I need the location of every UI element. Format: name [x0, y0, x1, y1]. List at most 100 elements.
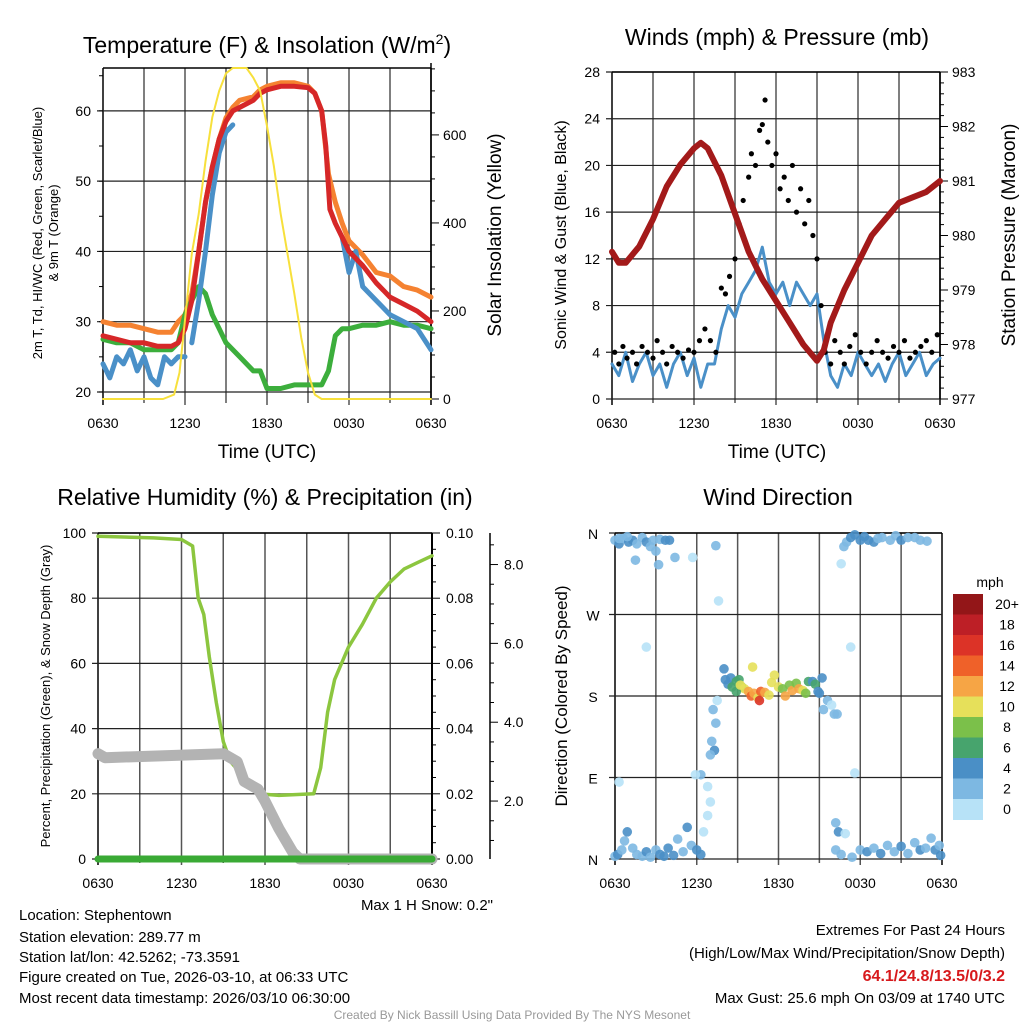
wind-direction-point	[622, 531, 633, 542]
wind-direction-point	[935, 850, 946, 861]
gust-point	[696, 338, 703, 344]
wind-direction-point	[889, 846, 900, 857]
gust-point	[748, 151, 755, 157]
legend-swatch-2	[953, 778, 983, 800]
wind-direction-point	[668, 850, 679, 861]
wind-direction-point	[818, 704, 829, 715]
wind-direction-point	[926, 833, 936, 843]
wind-x-label: Time (UTC)	[728, 442, 827, 463]
gust-point	[746, 174, 752, 180]
x-tick-label: 0030	[845, 875, 876, 891]
rh-chart-title: Relative Humidity (%) & Precipitation (i…	[57, 484, 472, 510]
gust-point	[765, 139, 771, 145]
chart-marks: 0630 1230 1830 0030 063020304050600200400600…	[63, 63, 1019, 891]
wind-direction-point	[836, 849, 846, 860]
gust-point	[789, 162, 796, 169]
elevation-text: Station elevation: 289.77 m	[19, 929, 201, 946]
wind-direction-point	[934, 840, 945, 851]
gust-point	[890, 343, 897, 350]
precip-tick-label: 0.04	[446, 721, 473, 737]
extremes-values: 64.1/24.8/13.5/0/3.2	[863, 968, 1005, 985]
wind-direction-point	[903, 848, 913, 859]
gust-point	[675, 349, 681, 355]
gust-point	[752, 162, 759, 169]
legend-label: 4	[1003, 760, 1011, 776]
legend-title: mph	[976, 574, 1003, 590]
x-tick-label: 1830	[760, 415, 791, 431]
latlon-text: Station lat/lon: 42.5262; -73.3591	[19, 949, 240, 966]
y2-tick-label: 400	[443, 215, 467, 231]
series-solar-insolation-line	[102, 67, 432, 400]
legend-label: 12	[999, 678, 1015, 694]
gust-point	[680, 355, 686, 361]
x-tick-label: 1230	[169, 415, 200, 431]
wind-direction-point	[619, 836, 630, 846]
gust-point	[818, 302, 824, 309]
y-tick-label: 0	[78, 851, 86, 867]
legend-swatch-10	[953, 696, 983, 718]
wind-direction-point	[845, 642, 856, 652]
x-tick-label: 0630	[599, 875, 630, 891]
gust-point	[659, 349, 666, 355]
wind-direction-point	[814, 688, 825, 699]
max-gust-text: Max Gust: 25.6 mph On 03/09 at 1740 UTC	[715, 990, 1005, 1007]
wind-direction-point	[614, 533, 624, 544]
wind-direction-point	[839, 541, 849, 552]
gust-point	[726, 273, 733, 279]
y2-tick-label: 977	[952, 391, 976, 407]
gust-point	[880, 349, 886, 355]
wind-direction-point	[698, 827, 709, 837]
wind-direction-point	[817, 673, 827, 683]
y-tick-label: 40	[75, 243, 91, 259]
temp-y2-label: Solar Insolation (Yellow)	[485, 133, 506, 336]
precip-tick-label: 0.00	[446, 851, 473, 867]
wind-direction-point	[909, 837, 920, 848]
x-tick-label: 0630	[415, 415, 446, 431]
y-tick-label: 30	[75, 314, 91, 330]
wind-direction-point	[719, 664, 729, 674]
gust-point	[644, 349, 651, 355]
gust-point	[664, 361, 670, 367]
gust-point	[923, 338, 929, 344]
gust-point	[874, 338, 880, 344]
x-tick-label: 1230	[678, 415, 709, 431]
wind-chart-title: Winds (mph) & Pressure (mb)	[625, 24, 929, 50]
wind-direction-point	[769, 670, 780, 680]
x-tick-label: 1830	[763, 875, 794, 891]
legend-swatch-12	[953, 676, 983, 697]
wind-direction-point	[780, 691, 791, 701]
y2-tick-label: 600	[443, 127, 467, 143]
wind-direction-point	[678, 846, 688, 857]
x-tick-label: 0630	[416, 875, 447, 891]
wind-direction-point	[869, 843, 879, 853]
recent-text: Most recent data timestamp: 2026/03/10 0…	[19, 990, 350, 1007]
y-tick-label: 24	[584, 111, 600, 127]
x-tick-label: 0630	[82, 875, 113, 891]
gust-point	[620, 343, 626, 350]
wind-direction-point	[696, 849, 706, 860]
gust-point	[863, 361, 869, 367]
gust-point	[781, 174, 787, 180]
y2-tick-label: 980	[952, 228, 976, 244]
legend-swatch-16	[953, 635, 983, 656]
wind-direction-point	[663, 843, 673, 853]
dir-chart-title: Wind Direction	[703, 484, 853, 510]
wind-direction-point	[764, 690, 774, 700]
gust-point	[707, 338, 714, 344]
gust-point	[814, 256, 820, 262]
gust-point	[912, 349, 919, 355]
gust-point	[669, 343, 675, 350]
precip-tick-label: 0.08	[446, 590, 473, 606]
wind-direction-point	[877, 532, 887, 543]
y-tick-label: 60	[70, 655, 86, 671]
x-tick-label: 1830	[249, 875, 280, 891]
wind-y2-label: Station Pressure (Maroon)	[999, 124, 1020, 347]
legend-label: 0	[1003, 801, 1011, 817]
gust-point	[798, 186, 804, 192]
gust-point	[685, 347, 692, 353]
wind-direction-point	[705, 797, 716, 807]
x-tick-label: 0030	[333, 875, 364, 891]
dir-y-label: Direction (Colored By Speed)	[552, 585, 571, 806]
series-heat-index-windchill-line	[339, 234, 434, 353]
y-tick-label: 28	[584, 64, 600, 80]
